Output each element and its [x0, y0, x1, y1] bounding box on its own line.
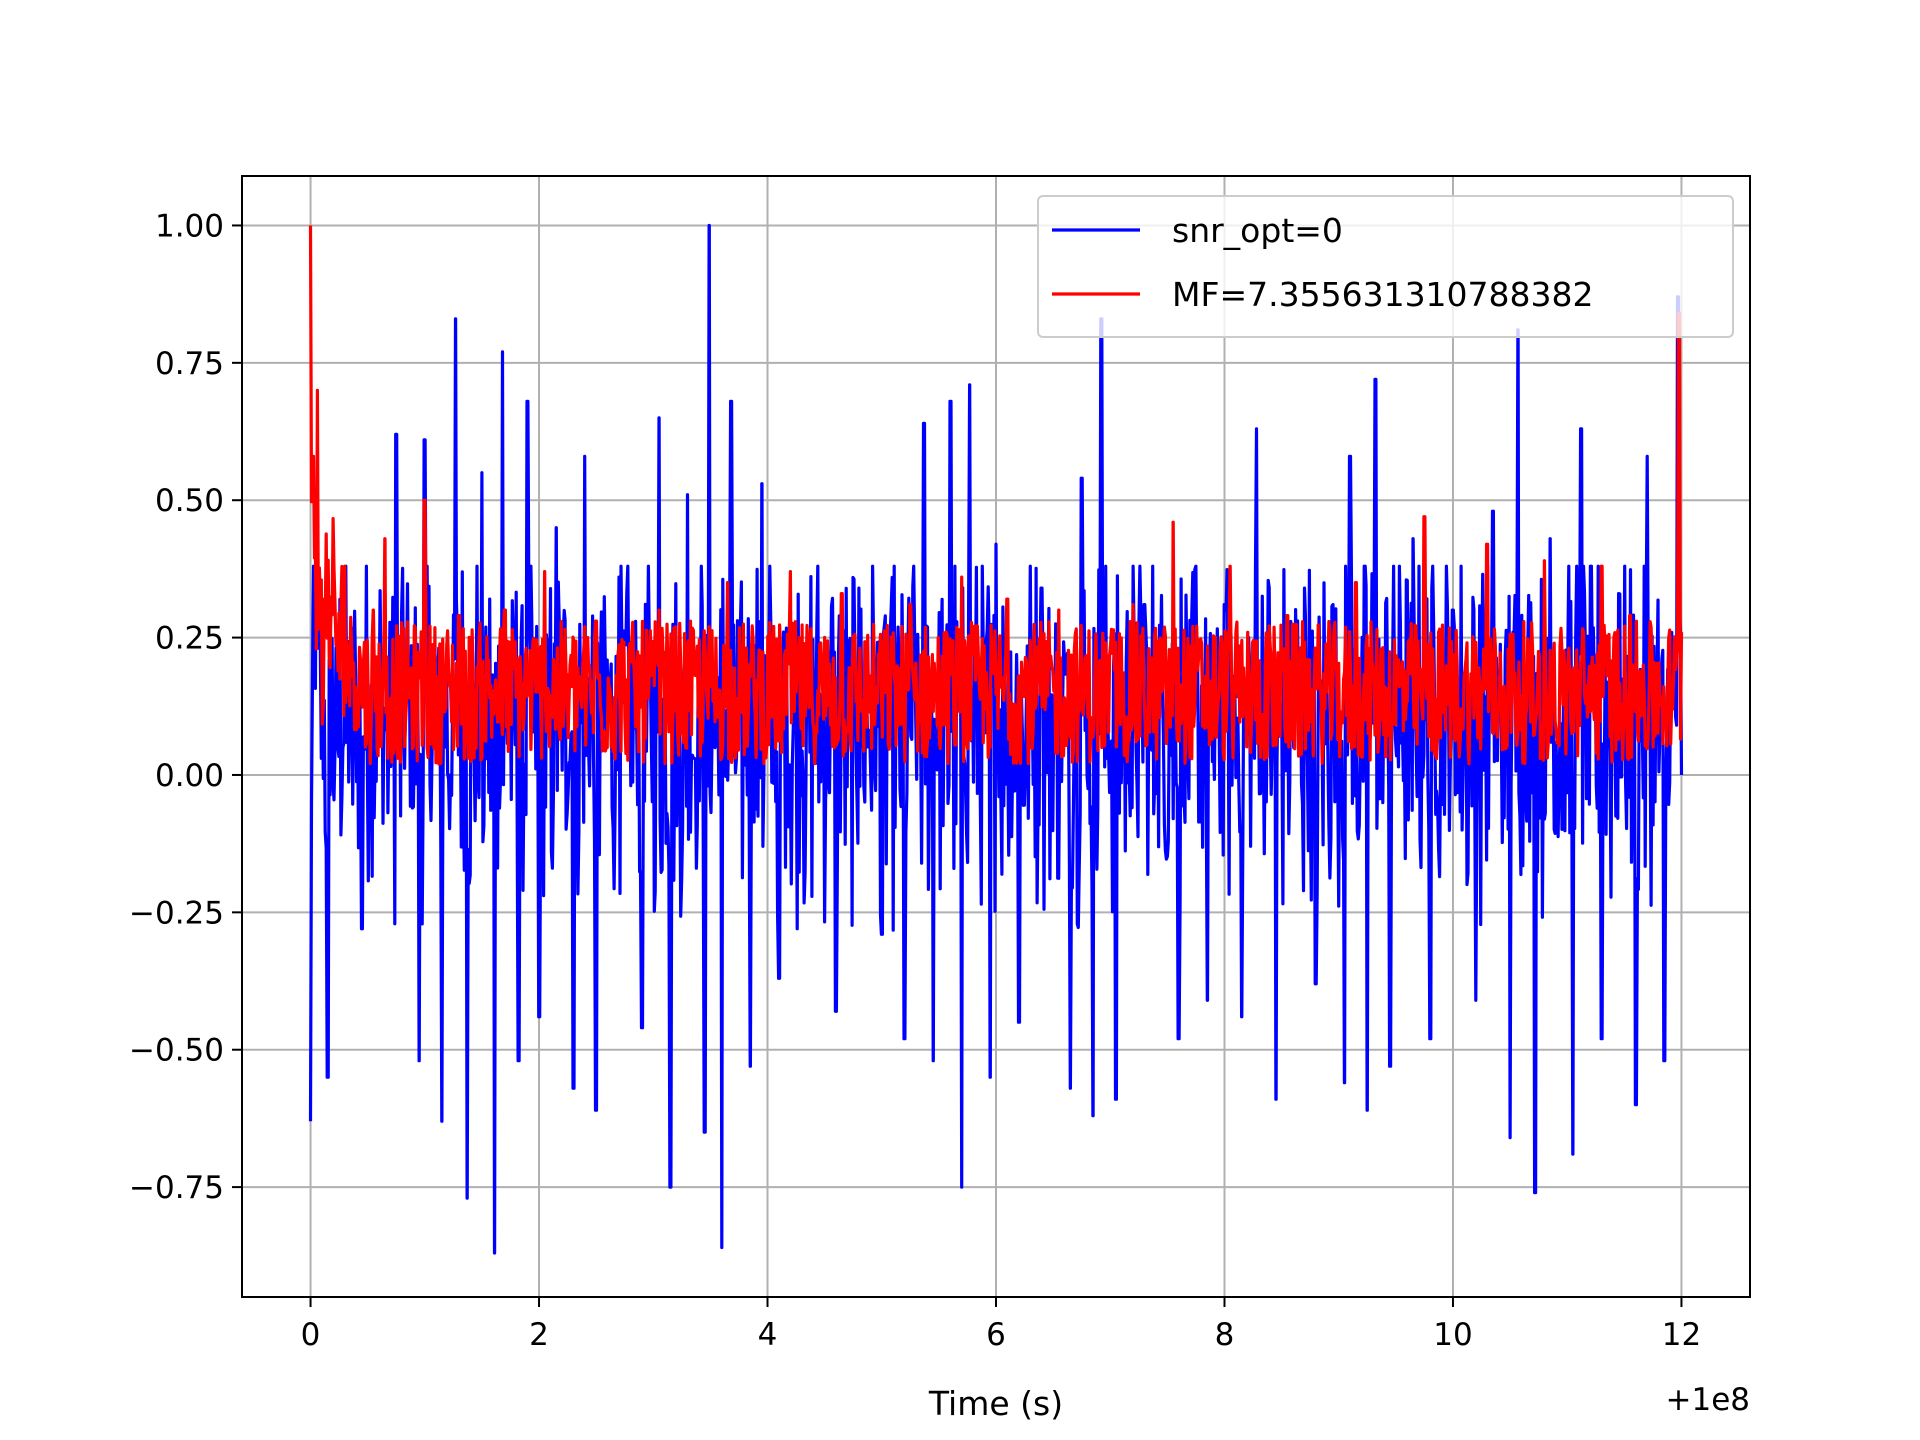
legend: snr_opt=0 MF=7.355631310788382	[1037, 195, 1734, 338]
x-axis-label: Time (s)	[928, 1384, 1063, 1423]
y-tick-label: 1.00	[155, 208, 224, 244]
x-axis-offset-label: +1e8	[1666, 1382, 1751, 1418]
x-tick-label: 0	[301, 1317, 321, 1353]
x-tick-label: 2	[529, 1317, 549, 1353]
y-tick-label: −0.50	[129, 1033, 224, 1069]
legend-label-mf: MF=7.355631310788382	[1172, 275, 1594, 314]
y-tick-label: 0.25	[155, 621, 224, 657]
x-tick-label: 8	[1215, 1317, 1235, 1353]
x-tick-label: 12	[1662, 1317, 1701, 1353]
series-line-mf	[308, 225, 1684, 766]
y-tick-label: 0.50	[155, 483, 224, 519]
x-tick-label: 4	[758, 1317, 778, 1353]
legend-label-snr-opt: snr_opt=0	[1172, 211, 1343, 250]
y-tick-label: 0.00	[155, 758, 224, 794]
y-tick-label: −0.25	[129, 895, 224, 931]
x-tick-label: 6	[986, 1317, 1006, 1353]
axis-ticks: 0 2 4 6 8 10 12 −0.75 −0.50 −0.25 0.00 0.25 0.50 0.75…	[129, 208, 1701, 1353]
y-tick-label: −0.75	[129, 1170, 224, 1206]
series-lines	[308, 223, 1684, 1255]
legend-box	[1037, 195, 1734, 338]
y-tick-label: 0.75	[155, 346, 224, 382]
x-tick-label: 10	[1433, 1317, 1472, 1353]
